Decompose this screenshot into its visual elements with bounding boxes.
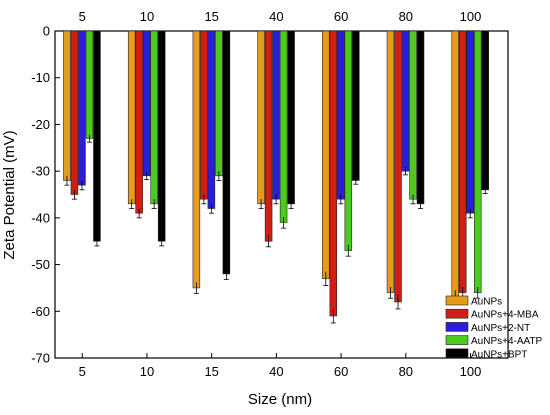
bar bbox=[386, 30, 395, 293]
bar bbox=[466, 30, 474, 214]
x-tick-label-bottom: 5 bbox=[79, 364, 86, 379]
x-tick-label-top: 60 bbox=[334, 9, 348, 24]
y-tick-label: -30 bbox=[31, 164, 50, 179]
bar bbox=[458, 30, 467, 293]
bar bbox=[135, 30, 143, 214]
bar bbox=[416, 30, 425, 205]
bar bbox=[352, 30, 360, 181]
bar bbox=[337, 30, 345, 200]
bar bbox=[322, 30, 330, 279]
bar bbox=[344, 30, 353, 251]
y-tick-label: -60 bbox=[31, 304, 50, 319]
y-tick-label: -70 bbox=[31, 351, 50, 366]
bar bbox=[157, 30, 166, 242]
bar bbox=[142, 30, 151, 177]
bar bbox=[481, 30, 489, 191]
bar bbox=[93, 30, 101, 242]
x-tick-label-bottom: 10 bbox=[140, 364, 154, 379]
x-tick-label-top: 15 bbox=[204, 9, 218, 24]
bar bbox=[63, 30, 71, 181]
bar bbox=[279, 30, 288, 223]
x-tick-label-top: 5 bbox=[79, 9, 86, 24]
bar bbox=[85, 30, 94, 139]
bar bbox=[394, 30, 402, 303]
bar bbox=[222, 30, 231, 275]
bar bbox=[264, 30, 273, 242]
legend-swatch bbox=[445, 295, 469, 306]
x-tick-label-top: 80 bbox=[399, 9, 413, 24]
y-tick-label: 0 bbox=[43, 24, 50, 39]
y-axis-title: Zeta Potential (mV) bbox=[1, 130, 18, 259]
legend-swatch bbox=[445, 335, 469, 345]
x-tick-label-bottom: 100 bbox=[460, 364, 482, 379]
bar bbox=[287, 30, 295, 205]
legend-label: AuNPs bbox=[471, 297, 502, 308]
bar bbox=[207, 30, 216, 209]
y-tick-label: -50 bbox=[31, 257, 50, 272]
bar bbox=[150, 30, 158, 205]
legend-swatch bbox=[445, 322, 469, 332]
bar bbox=[200, 30, 208, 200]
y-tick-label: -10 bbox=[31, 70, 50, 85]
legend-label: AuNPs+4-MBA bbox=[471, 310, 539, 321]
bar bbox=[78, 30, 86, 186]
legend-label: AuNPs+BPT bbox=[471, 349, 527, 360]
bar bbox=[127, 30, 136, 205]
legend-label: AuNPs+4-AATP bbox=[471, 336, 543, 347]
x-tick-label-bottom: 80 bbox=[399, 364, 413, 379]
y-tick-label: -40 bbox=[31, 210, 50, 225]
bar bbox=[473, 30, 482, 293]
bar bbox=[401, 30, 410, 172]
x-tick-label-bottom: 15 bbox=[204, 364, 218, 379]
x-tick-label-bottom: 60 bbox=[334, 364, 348, 379]
bar bbox=[215, 30, 223, 177]
bar bbox=[329, 30, 338, 317]
legend-label: AuNPs+2-NT bbox=[471, 323, 530, 334]
legend-swatch bbox=[445, 348, 469, 359]
legend-swatch bbox=[445, 308, 469, 319]
bar bbox=[192, 30, 201, 289]
y-tick-label: -20 bbox=[31, 117, 50, 132]
x-tick-label-top: 100 bbox=[460, 9, 482, 24]
bar bbox=[70, 30, 79, 195]
plot-area: 0 -10 -20 -30 -40 -50 -60 -70 5 5 10 10 15 15 40 40 60 60… bbox=[31, 9, 542, 379]
x-tick-label-bottom: 40 bbox=[269, 364, 283, 379]
bar bbox=[272, 30, 280, 200]
x-tick-label-top: 10 bbox=[140, 9, 154, 24]
x-axis-title: Size (nm) bbox=[248, 391, 312, 408]
x-tick-label-top: 40 bbox=[269, 9, 283, 24]
bar bbox=[409, 30, 417, 200]
bar bbox=[257, 30, 265, 205]
bar bbox=[451, 30, 459, 298]
